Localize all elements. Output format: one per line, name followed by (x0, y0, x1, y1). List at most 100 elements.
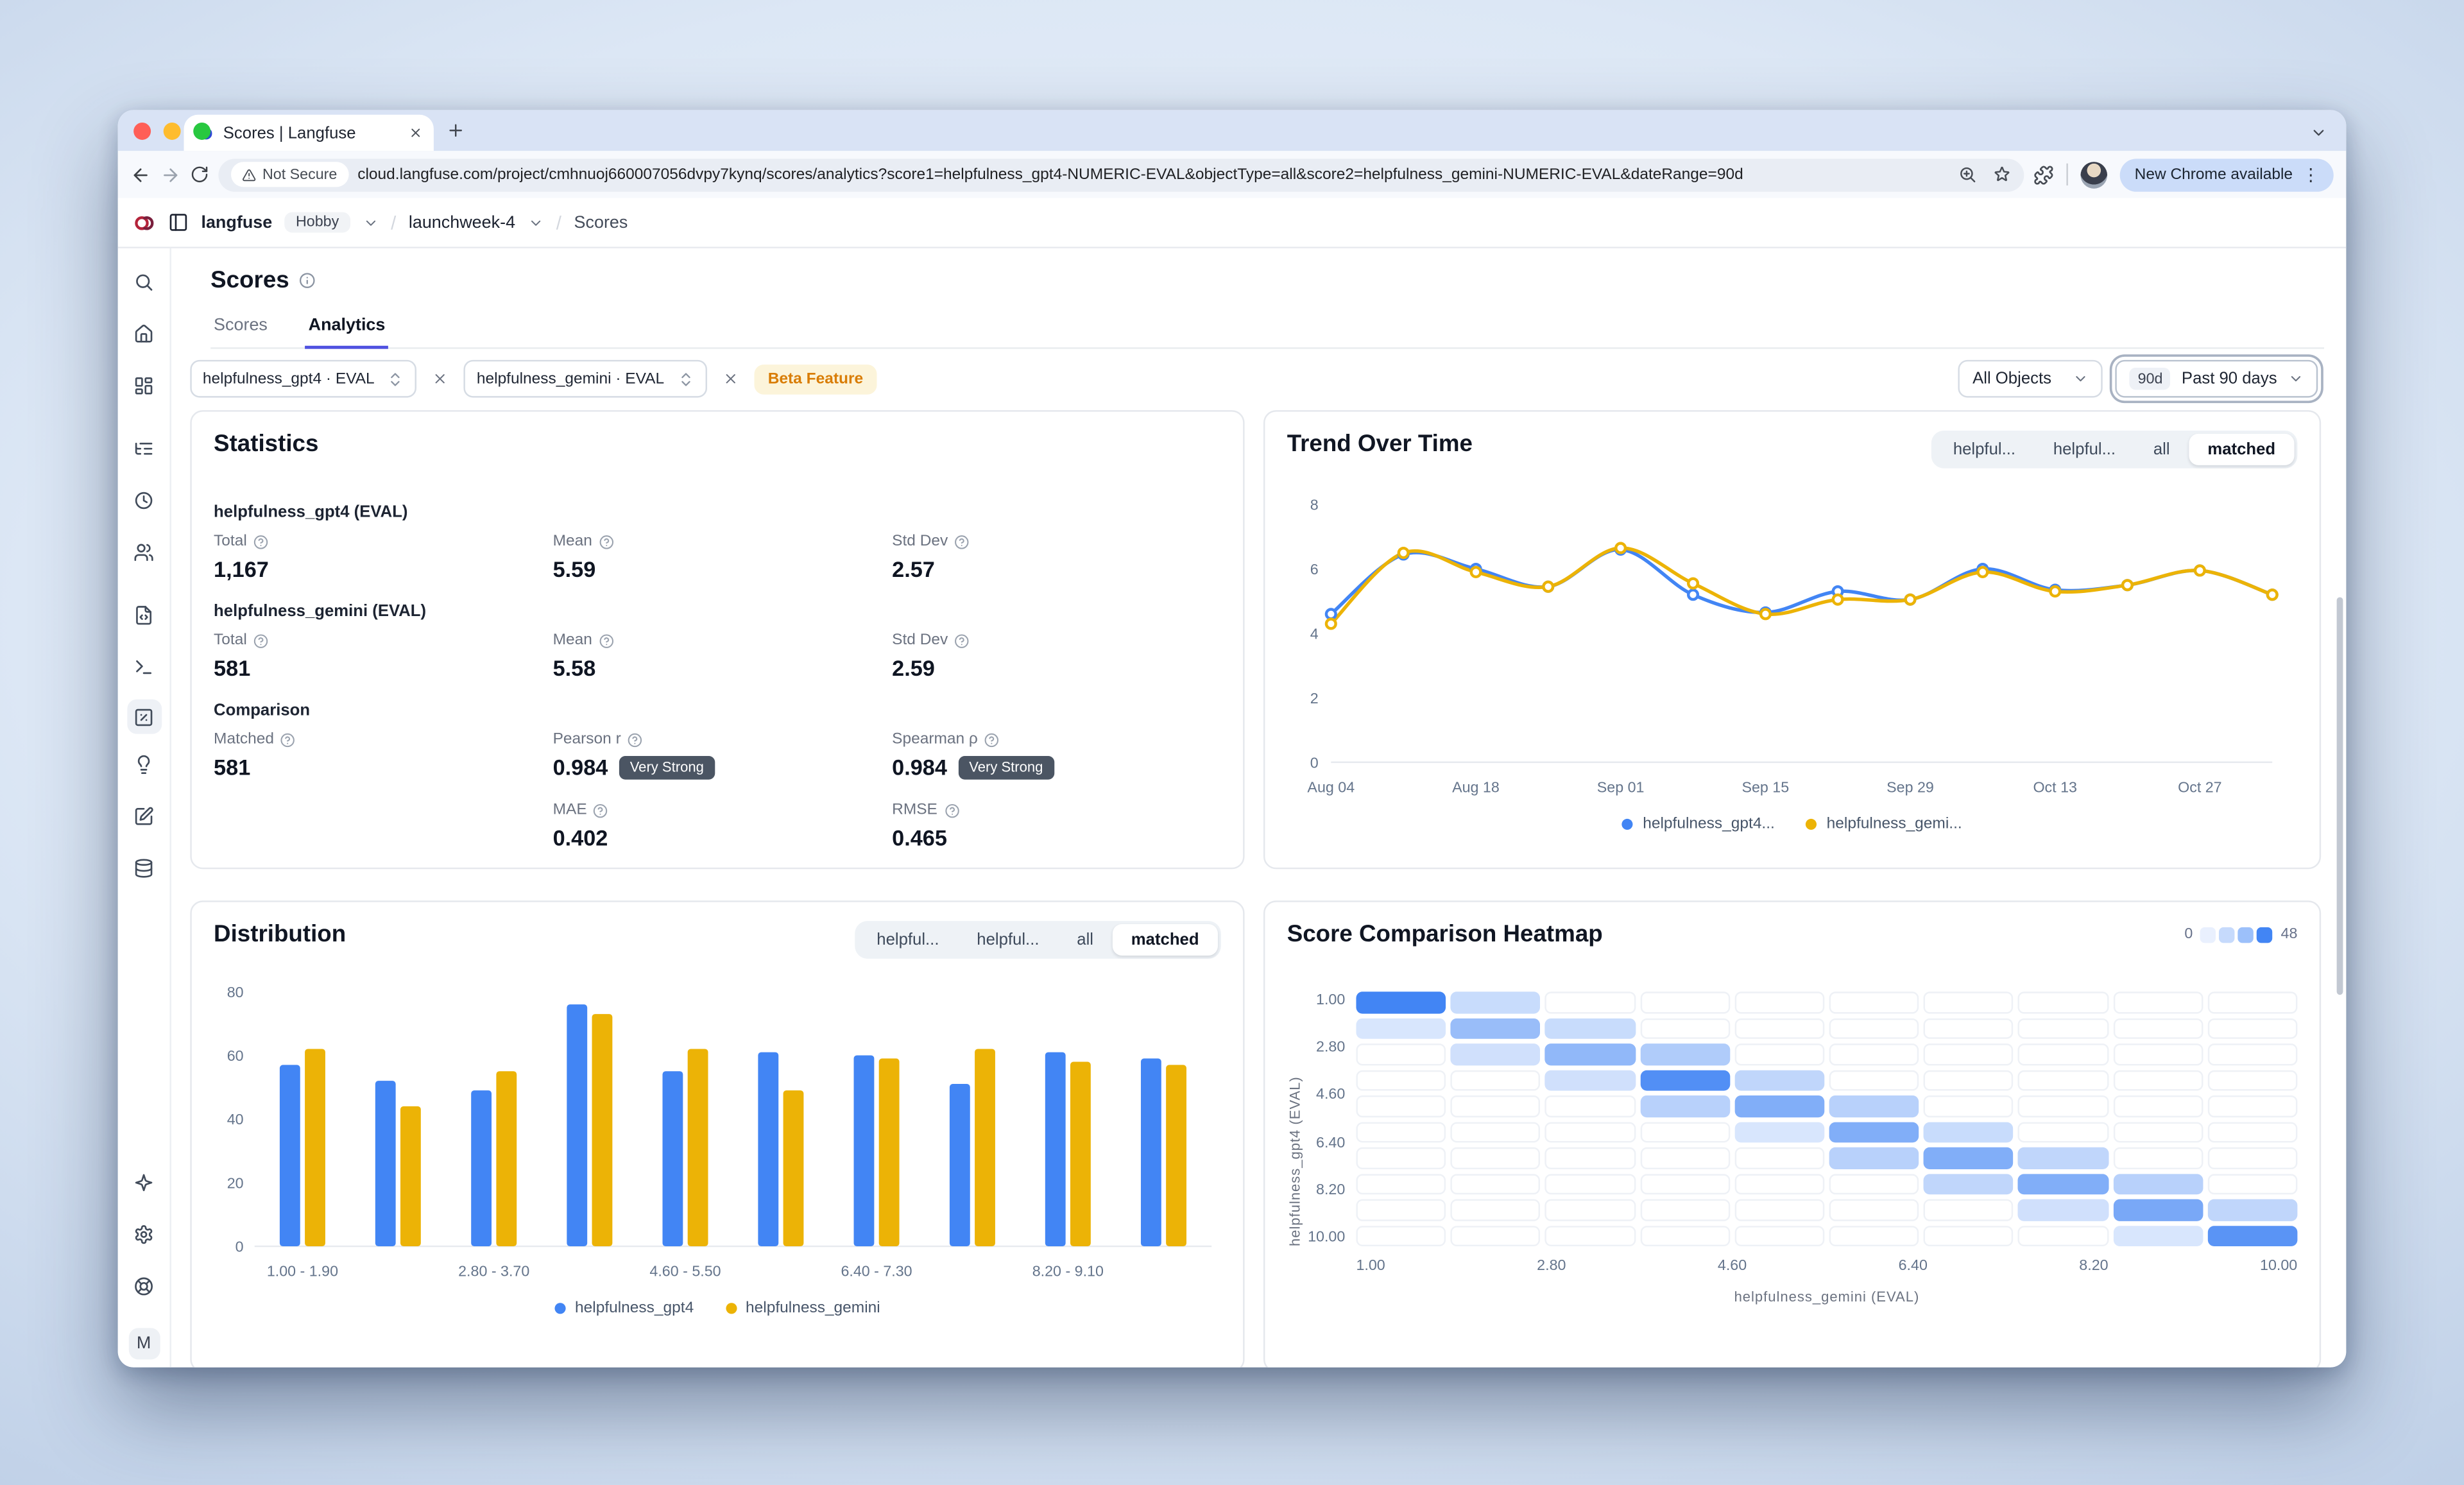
segment-helpful-2[interactable]: helpful... (2053, 440, 2116, 459)
support-lifebuoy-icon[interactable] (133, 1273, 154, 1301)
playground-icon[interactable] (133, 654, 154, 682)
help-icon[interactable] (593, 802, 608, 818)
score1-select[interactable]: helpfulness_gpt4 · EVAL (190, 359, 417, 398)
tab-scores[interactable]: Scores (214, 316, 268, 335)
close-tab-icon[interactable] (409, 126, 423, 140)
heatmap-x-tick-labels: 1.00 2.80 4.60 6.40 8.20 10.00 (1356, 1257, 2298, 1275)
not-secure-chip[interactable]: Not Secure (231, 162, 348, 187)
help-icon[interactable] (253, 533, 269, 549)
evaluation-icon[interactable] (133, 751, 154, 780)
heatmap-cell (1356, 1224, 1446, 1247)
segment-helpful-1[interactable]: helpful... (1953, 440, 2016, 459)
app-header: langfuse Hobby launchweek-4 Scores (117, 198, 2347, 248)
heatmap-cell (2207, 991, 2298, 1013)
maximize-window-button[interactable] (193, 123, 211, 140)
help-icon[interactable] (599, 533, 614, 549)
help-icon[interactable] (280, 732, 296, 747)
segment-all[interactable]: all (1077, 930, 1094, 950)
annotation-icon[interactable] (133, 803, 154, 831)
heatmap-cell (1639, 1069, 1730, 1091)
metric-label: Total (214, 631, 247, 649)
users-icon[interactable] (133, 539, 154, 567)
back-button[interactable] (130, 164, 151, 185)
scores-icon-active[interactable] (126, 699, 162, 734)
help-icon[interactable] (599, 633, 614, 648)
zoom-icon[interactable] (1958, 165, 1977, 184)
new-tab-button[interactable] (447, 116, 465, 144)
score2-remove-button[interactable] (723, 365, 738, 393)
settings-gear-icon[interactable] (133, 1221, 154, 1249)
close-window-button[interactable] (133, 123, 151, 140)
datasets-icon[interactable] (133, 855, 154, 883)
forward-button[interactable] (160, 164, 181, 185)
heatmap-cell (1545, 1173, 1636, 1195)
metric-value: 2.57 (892, 556, 935, 582)
score2-select[interactable]: helpfulness_gemini · EVAL (464, 359, 707, 398)
metric-value: 5.59 (552, 556, 596, 582)
heatmap-cell (2112, 1017, 2203, 1039)
segment-helpful-1[interactable]: helpful... (877, 930, 939, 950)
scale-max: 48 (2280, 925, 2298, 943)
heatmap-cell (1356, 1095, 1446, 1117)
date-range-select[interactable]: 90d Past 90 days (2116, 359, 2318, 398)
sidebar-toggle-icon[interactable] (168, 212, 189, 233)
segment-all[interactable]: all (2153, 440, 2170, 459)
sessions-icon[interactable] (133, 487, 154, 515)
whats-new-sparkles-icon[interactable] (133, 1169, 154, 1197)
help-icon[interactable] (954, 533, 970, 549)
statistics-subtitle: helpfulness_gpt4 vs helpfulness_gemini (214, 463, 1221, 482)
browser-profile-avatar[interactable] (2081, 161, 2109, 188)
score1-remove-button[interactable] (432, 365, 448, 393)
heatmap-cell (1639, 991, 1730, 1013)
statistics-card: Statistics helpfulness_gpt4 vs helpfulne… (190, 410, 1245, 870)
tab-analytics[interactable]: Analytics (305, 309, 389, 349)
prompts-icon[interactable] (133, 602, 154, 630)
home-icon[interactable] (133, 321, 154, 349)
page-scrollbar-thumb[interactable] (2336, 597, 2343, 995)
heatmap-cell (1734, 1173, 1825, 1195)
tracing-icon[interactable] (133, 435, 154, 463)
segment-matched[interactable]: matched (1112, 924, 1218, 956)
browser-tab[interactable]: Scores | Langfuse (184, 114, 434, 151)
extensions-icon[interactable] (2034, 164, 2055, 185)
heatmap-cell (1356, 1121, 1446, 1143)
breadcrumb-project[interactable]: launchweek-4 (408, 212, 516, 232)
heatmap-cell (1356, 1069, 1446, 1091)
tab-search-chevron-icon[interactable] (2310, 119, 2327, 148)
address-bar[interactable]: Not Secure cloud.langfuse.com/project/cm… (218, 158, 2025, 191)
help-icon[interactable] (944, 802, 959, 818)
heatmap-cell (1450, 1017, 1541, 1039)
user-avatar[interactable]: M (128, 1328, 160, 1360)
project-chevron-icon[interactable] (528, 214, 543, 230)
bookmark-star-icon[interactable] (1993, 165, 2012, 184)
help-icon[interactable] (954, 633, 970, 648)
org-chevron-icon[interactable] (363, 214, 378, 230)
svg-text:20: 20 (227, 1174, 244, 1191)
breadcrumb-org[interactable]: langfuse (201, 212, 273, 232)
date-range-badge: 90d (2130, 368, 2171, 390)
distribution-title: Distribution (214, 921, 346, 948)
object-type-select[interactable]: All Objects (1958, 359, 2103, 398)
segment-matched[interactable]: matched (2188, 433, 2295, 465)
minimize-window-button[interactable] (163, 123, 181, 140)
help-icon[interactable] (253, 633, 269, 648)
svg-text:0: 0 (235, 1239, 244, 1255)
search-icon[interactable] (133, 269, 154, 297)
legend-label: helpfulness_gpt4 (575, 1300, 694, 1318)
heatmap-cell (2018, 1043, 2109, 1065)
reload-button[interactable] (190, 165, 209, 184)
info-icon[interactable] (298, 272, 316, 289)
dashboards-icon[interactable] (133, 372, 154, 400)
chevron-down-icon (2288, 371, 2304, 386)
rmse-value: 0.465 (892, 825, 947, 850)
browser-toolbar: Not Secure cloud.langfuse.com/project/cm… (117, 151, 2347, 198)
help-icon[interactable] (984, 732, 1000, 747)
heatmap-cell (2018, 1095, 2109, 1117)
heatmap-cell (1545, 1224, 1636, 1247)
help-icon[interactable] (628, 732, 643, 747)
warning-icon (242, 167, 256, 182)
distribution-subtitle: helpfulness_gpt4 vs helpfulness_gemini -… (214, 954, 615, 973)
chrome-update-button[interactable]: New Chrome available ⋮ (2120, 158, 2334, 191)
browser-menu-icon[interactable]: ⋮ (2302, 166, 2320, 185)
segment-helpful-2[interactable]: helpful... (977, 930, 1040, 950)
